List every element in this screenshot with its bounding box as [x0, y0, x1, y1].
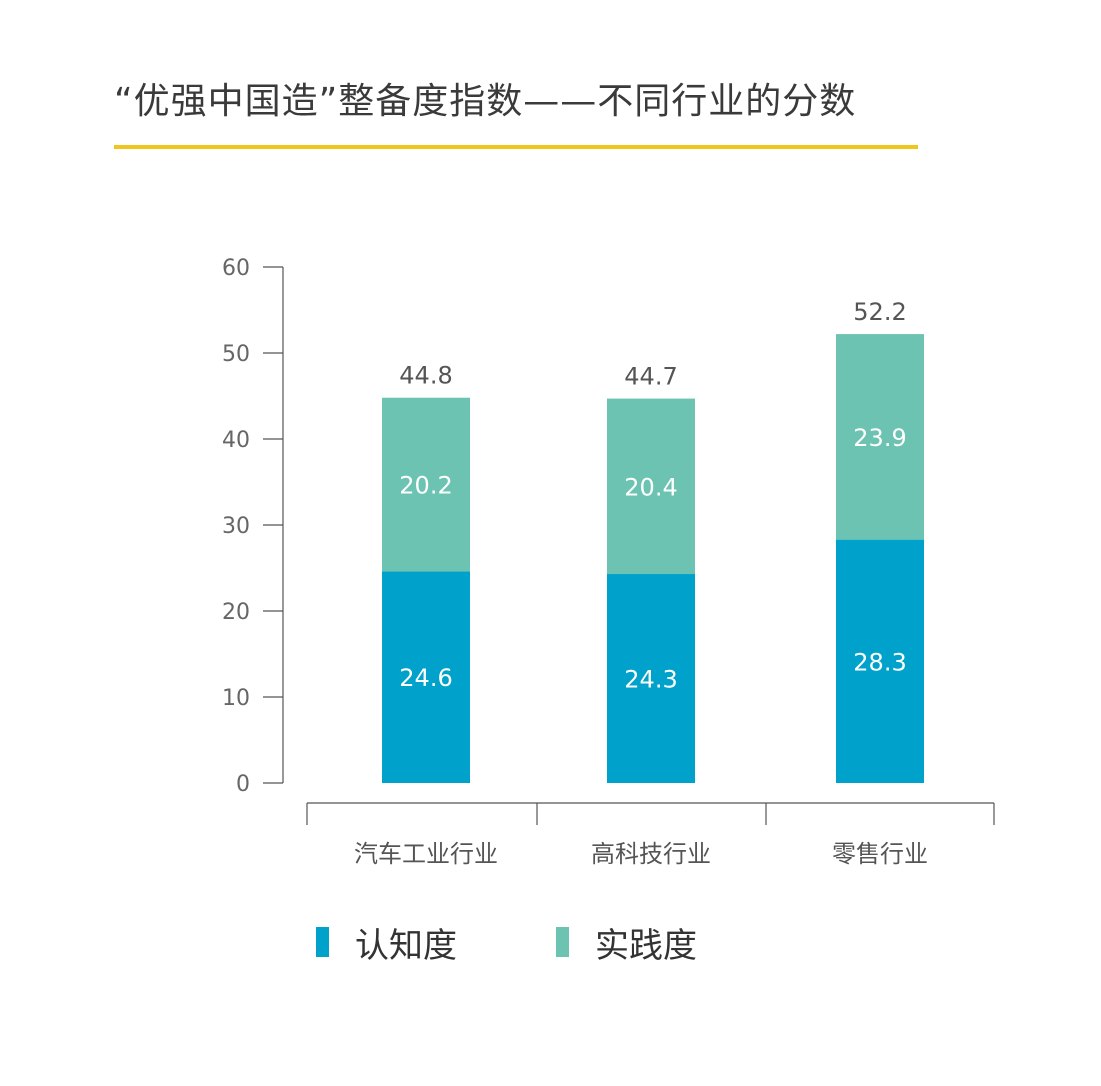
bar-segment-awareness — [836, 539, 924, 783]
bars — [382, 334, 924, 783]
y-axis: 0 10 20 30 40 50 60 — [222, 256, 284, 797]
bar-segment-practice — [836, 334, 924, 540]
x-tick-label: 零售行业 — [832, 840, 928, 868]
y-tick-label: 10 — [222, 686, 250, 711]
y-tick-label: 0 — [236, 772, 250, 797]
legend-practice: 实践度 — [556, 922, 697, 966]
data-label-practice: 20.4 — [624, 473, 677, 501]
x-tick-label: 高科技行业 — [591, 840, 711, 868]
legend-swatch-awareness — [316, 927, 329, 957]
bar-segment-practice — [607, 398, 695, 575]
bar-segment-awareness — [382, 571, 470, 783]
total-label: 44.8 — [399, 362, 452, 390]
title-underline — [114, 145, 918, 149]
y-tick-label: 20 — [222, 600, 250, 625]
bar-segment-practice — [382, 397, 470, 572]
x-axis: 汽车工业行业 高科技行业 零售行业 — [306, 802, 995, 868]
y-tick-label: 60 — [222, 256, 250, 281]
data-label-practice: 20.2 — [399, 472, 452, 500]
legend-label-practice: 实践度 — [595, 925, 697, 966]
y-tick-label: 40 — [222, 428, 250, 453]
legend-label-awareness: 认知度 — [355, 925, 457, 966]
legend-awareness: 认知度 — [316, 922, 457, 966]
y-tick-label: 30 — [222, 514, 250, 539]
x-tick-label: 汽车工业行业 — [354, 840, 498, 868]
data-label-awareness: 28.3 — [853, 648, 906, 676]
data-label-awareness: 24.6 — [399, 664, 452, 692]
total-label: 52.2 — [853, 298, 906, 326]
bar-segment-awareness — [607, 574, 695, 783]
data-label-awareness: 24.3 — [624, 666, 677, 694]
page-title: “优强中国造”整备度指数——不同行业的分数 — [114, 81, 857, 122]
legend-swatch-practice — [556, 927, 569, 957]
data-labels: 24.6 20.2 44.8 24.3 20.4 44.7 28.3 23.9 52.2 — [399, 298, 906, 693]
total-label: 44.7 — [624, 363, 677, 391]
y-tick-label: 50 — [222, 342, 250, 367]
data-label-practice: 23.9 — [853, 424, 906, 452]
